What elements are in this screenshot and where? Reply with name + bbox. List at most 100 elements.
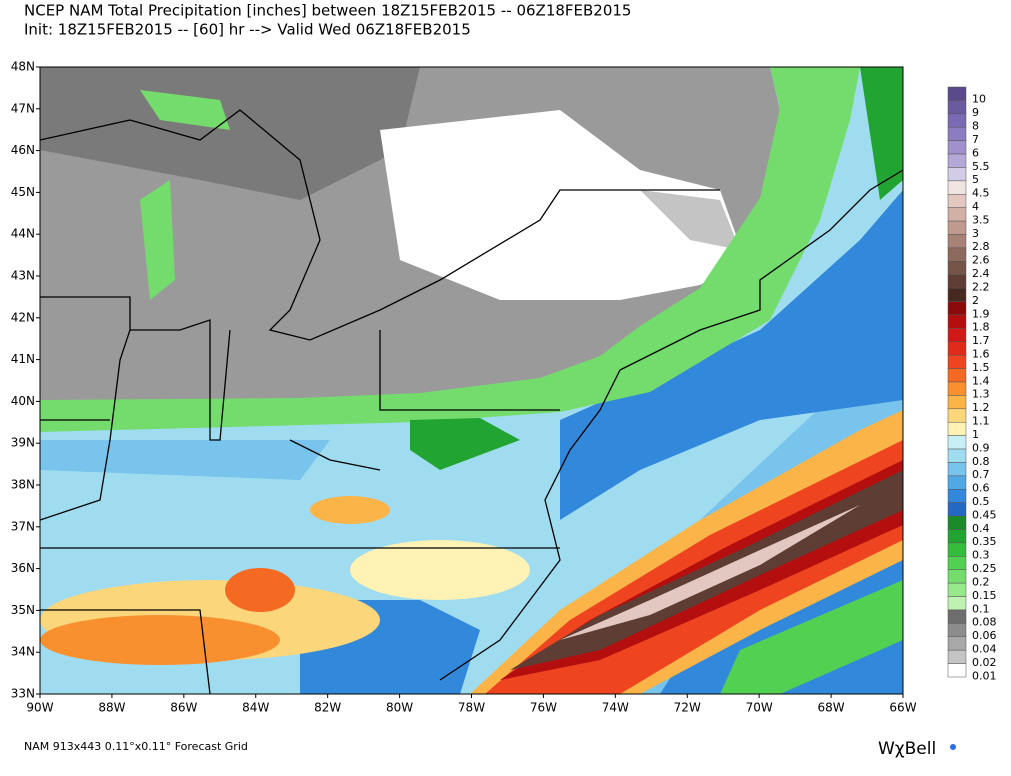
colorbar: 1098765.554.543.532.82.62.42.221.91.81.7… <box>947 86 997 682</box>
colorbar-label: 0.4 <box>972 522 990 535</box>
colorbar-label: 1.9 <box>972 307 990 320</box>
lon-label: 68W <box>818 701 845 715</box>
lat-label: 47N <box>11 101 35 115</box>
colorbar-label: 0.01 <box>972 669 997 682</box>
lat-label: 39N <box>11 436 35 450</box>
colorbar-swatch <box>947 582 967 597</box>
colorbar-swatch <box>947 462 967 477</box>
lat-label: 37N <box>11 519 35 533</box>
colorbar-swatch <box>947 126 967 141</box>
colorbar-label: 1.7 <box>972 334 990 347</box>
colorbar-swatch <box>947 354 967 369</box>
lat-label: 33N <box>11 687 35 701</box>
lon-label: 76W <box>530 701 557 715</box>
colorbar-label: 1.3 <box>972 388 990 401</box>
colorbar-label: 0.6 <box>972 482 990 495</box>
lat-label: 46N <box>11 143 35 157</box>
colorbar-swatch <box>947 194 967 208</box>
colorbar-label: 0.25 <box>972 562 997 575</box>
colorbar-swatch <box>947 515 967 530</box>
colorbar-swatch <box>947 475 967 490</box>
colorbar-label: 8 <box>972 120 979 133</box>
lon-label: 74W <box>602 701 629 715</box>
colorbar-label: 4 <box>972 200 979 213</box>
colorbar-label: 2.6 <box>972 254 990 267</box>
colorbar-swatch <box>947 556 967 570</box>
colorbar-swatch <box>947 649 967 664</box>
logo: WχBell <box>878 739 936 759</box>
colorbar-label: 0.06 <box>972 629 997 642</box>
colorbar-swatch <box>947 247 967 262</box>
lat-label: 44N <box>11 227 35 241</box>
colorbar-label: 6 <box>972 146 979 159</box>
colorbar-label: 0.7 <box>972 468 990 481</box>
lat-label: 45N <box>11 185 35 199</box>
colorbar-label: 2.2 <box>972 280 990 293</box>
colorbar-swatch <box>947 341 967 356</box>
colorbar-swatch <box>947 502 967 517</box>
colorbar-swatch <box>947 274 967 289</box>
colorbar-swatch <box>947 663 967 678</box>
precip-map <box>40 67 903 694</box>
colorbar-label: 2.8 <box>972 240 990 253</box>
lat-label: 40N <box>11 394 35 408</box>
colorbar-label: 0.8 <box>972 455 990 468</box>
colorbar-swatch <box>947 153 967 168</box>
lon-label: 78W <box>458 701 485 715</box>
colorbar-label: 0.02 <box>972 656 997 669</box>
colorbar-label: 4.5 <box>972 187 990 200</box>
colorbar-label: 1.4 <box>972 374 990 387</box>
colorbar-swatch <box>947 86 967 101</box>
lat-label: 41N <box>11 352 35 366</box>
colorbar-swatch <box>947 408 967 423</box>
colorbar-swatch <box>947 609 967 624</box>
colorbar-swatch <box>947 395 967 410</box>
colorbar-label: 5 <box>972 173 979 186</box>
colorbar-label: 1 <box>972 428 979 441</box>
colorbar-label: 0.35 <box>972 535 997 548</box>
colorbar-swatch <box>947 381 967 396</box>
lon-label: 82W <box>314 701 341 715</box>
colorbar-label: 0.15 <box>972 589 997 602</box>
colorbar-swatch <box>947 100 967 115</box>
lon-label: 90W <box>26 701 53 715</box>
colorbar-label: 0.45 <box>972 508 997 521</box>
colorbar-label: 9 <box>972 106 979 119</box>
colorbar-label: 1.6 <box>972 348 990 361</box>
colorbar-label: 1.8 <box>972 321 990 334</box>
lat-label: 36N <box>11 561 35 575</box>
lat-label: 34N <box>11 645 35 659</box>
colorbar-label: 1.5 <box>972 361 990 374</box>
colorbar-swatch <box>947 261 967 275</box>
lon-label: 72W <box>674 701 701 715</box>
grid-info: NAM 913x443 0.11°x0.11° Forecast Grid <box>24 740 248 753</box>
lon-label: 84W <box>242 701 269 715</box>
colorbar-label: 3.5 <box>972 213 990 226</box>
colorbar-swatch <box>947 140 967 155</box>
colorbar-swatch <box>947 489 967 503</box>
colorbar-swatch <box>947 623 967 638</box>
colorbar-swatch <box>947 234 967 249</box>
colorbar-swatch <box>947 368 967 383</box>
colorbar-swatch <box>947 542 967 557</box>
colorbar-label: 1.2 <box>972 401 990 414</box>
lat-label: 43N <box>11 269 35 283</box>
lat-label: 35N <box>11 603 35 617</box>
colorbar-swatch <box>947 448 967 463</box>
colorbar-swatch <box>947 113 967 128</box>
colorbar-label: 0.3 <box>972 549 990 562</box>
lat-label: 48N <box>11 60 35 74</box>
colorbar-label: 0.04 <box>972 643 997 656</box>
colorbar-label: 2 <box>972 294 979 307</box>
colorbar-swatch <box>947 220 967 235</box>
colorbar-swatch <box>947 529 967 544</box>
lon-label: 80W <box>386 701 413 715</box>
lon-label: 86W <box>170 701 197 715</box>
colorbar-swatch <box>947 636 967 651</box>
title: NCEP NAM Total Precipitation [inches] be… <box>24 2 631 20</box>
colorbar-swatch <box>947 596 967 611</box>
colorbar-label: 3 <box>972 227 979 240</box>
colorbar-swatch <box>947 328 967 343</box>
colorbar-swatch <box>947 435 967 450</box>
